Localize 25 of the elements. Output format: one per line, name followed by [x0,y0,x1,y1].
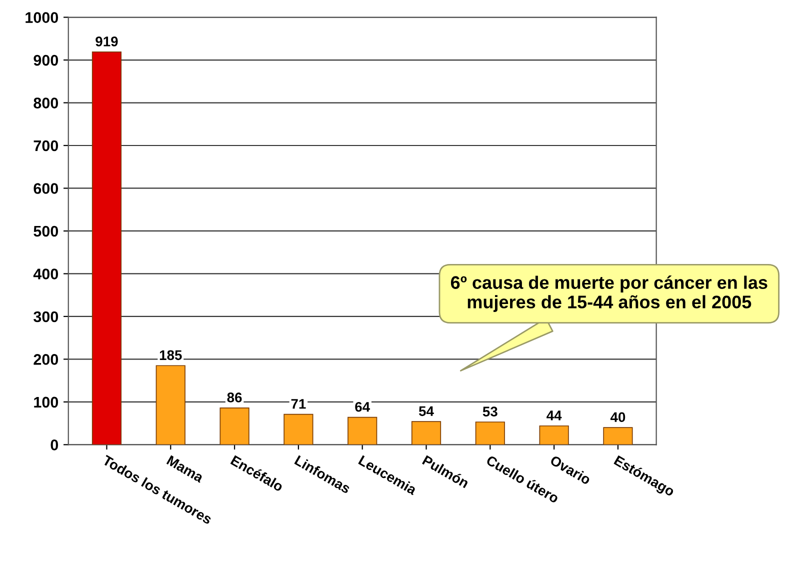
y-tick-label: 300 [34,311,58,322]
y-tick-label: 500 [34,226,58,237]
data-label: 185 [160,350,182,360]
data-label: 44 [546,410,562,420]
data-label: 53 [482,406,498,417]
data-label: 64 [355,402,370,412]
bar [348,416,378,445]
annotation: 6º causa de muerte por cáncer en las mujeres de 15-44 años en el 2005 [450,276,768,312]
data-label: 54 [418,406,434,416]
y-tick-label: 200 [34,354,58,365]
bar [156,365,186,445]
bar [284,414,314,445]
data-label: 919 [96,36,118,46]
y-tick-label: 0 [50,440,58,450]
y-tick-label: 400 [33,268,58,280]
y-tick-label: 700 [34,140,58,152]
data-label: 71 [291,399,306,409]
data-label: 86 [227,392,242,402]
y-tick-label: 1000 [26,12,58,23]
y-tick-label: 900 [34,54,58,66]
y-tick-label: 600 [34,183,58,194]
y-tick-label: 800 [34,98,58,108]
data-label: 40 [610,412,626,422]
bar [220,407,250,445]
y-tick-label: 100 [34,396,58,408]
